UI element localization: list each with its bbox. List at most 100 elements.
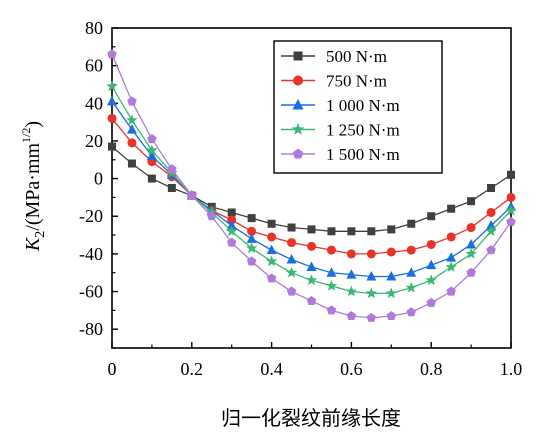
data-point (426, 259, 437, 270)
legend-label: 500 N·m (326, 47, 387, 66)
data-point (406, 245, 416, 255)
y-axis-title-main: K (22, 236, 44, 252)
data-point (507, 170, 515, 179)
data-point (227, 208, 236, 217)
data-point (446, 252, 457, 262)
x-tick-label: 1.0 (500, 359, 523, 379)
x-tick-label: 0.4 (260, 359, 283, 379)
data-point (187, 190, 197, 200)
data-point (405, 281, 417, 293)
data-point (146, 150, 157, 160)
y-tick-label: 0 (94, 169, 103, 189)
x-tick-label: 0 (108, 359, 117, 379)
series-layer (106, 49, 517, 322)
data-point (485, 225, 497, 237)
legend-item: 1 000 N·m (281, 96, 400, 115)
data-point (326, 267, 337, 277)
data-point (367, 227, 376, 236)
data-point (107, 113, 117, 123)
data-point (247, 226, 257, 236)
data-point (266, 244, 277, 255)
data-point (346, 311, 357, 321)
data-point (425, 274, 437, 286)
x-tick-label: 0.6 (340, 359, 363, 379)
legend-label: 1 250 N·m (326, 121, 400, 140)
data-point (506, 216, 516, 226)
y-tick-label: 20 (85, 131, 103, 151)
data-point (446, 232, 456, 242)
data-point (147, 134, 157, 144)
data-point (505, 204, 517, 216)
data-point (226, 220, 237, 230)
data-point (426, 297, 436, 307)
legend-label: 1 000 N·m (326, 96, 400, 115)
data-point (127, 96, 137, 106)
y-tick-label: 80 (85, 18, 103, 38)
data-point (265, 255, 278, 267)
data-point (246, 233, 257, 243)
data-point (127, 159, 136, 168)
data-point (167, 164, 177, 174)
data-point (506, 192, 516, 202)
x-tick-label: 0.2 (181, 359, 204, 379)
data-point (307, 225, 316, 234)
data-point (366, 312, 377, 322)
y-axis-title-sub: 2 (33, 231, 48, 238)
data-point (227, 215, 237, 225)
data-point (266, 273, 277, 283)
data-point (447, 204, 456, 213)
data-point (247, 214, 256, 223)
y-tick-label: -20 (79, 206, 103, 226)
data-point (307, 241, 316, 251)
data-point (445, 261, 457, 272)
data-point (486, 207, 496, 217)
legend-item: 750 N·m (281, 72, 387, 91)
data-point (287, 223, 296, 232)
data-point (406, 267, 417, 277)
data-point (146, 144, 158, 156)
data-point (427, 212, 436, 221)
y-tick-label: 40 (85, 93, 103, 113)
data-point (386, 270, 397, 281)
data-point (346, 249, 356, 259)
data-point (387, 225, 396, 234)
data-point (293, 51, 303, 61)
data-point (246, 256, 257, 266)
series (107, 49, 516, 322)
data-point (385, 287, 398, 299)
x-axis-title: 归一化裂纹前缘长度 (221, 407, 401, 430)
data-point (107, 49, 117, 59)
legend-item: 1 250 N·m (281, 121, 400, 140)
data-point (325, 279, 338, 291)
y-axis-title-rest: /(MPa·mm (22, 143, 44, 231)
data-point (386, 311, 397, 321)
data-point (286, 254, 297, 264)
data-point (326, 245, 336, 255)
data-point (466, 223, 476, 233)
data-point (287, 238, 297, 248)
data-point (267, 232, 277, 242)
data-point (327, 227, 336, 236)
y-axis-title-close: ) (22, 121, 44, 128)
data-point (291, 123, 305, 135)
data-point (245, 242, 258, 254)
data-point (466, 267, 476, 277)
data-point (306, 261, 317, 272)
axes: 0 0.2 0.4 0.6 0.8 1.0 -80 -60 -40 -20 0 20 40 60 80 (79, 18, 522, 379)
legend-label: 750 N·m (326, 72, 387, 91)
x-tick-label: 0.8 (420, 359, 443, 379)
y-axis-title: K2/(MPa·mm1/2) (19, 121, 48, 252)
legend-item: 500 N·m (281, 47, 387, 66)
data-point (326, 305, 337, 315)
data-point (127, 138, 137, 148)
data-point (487, 184, 496, 192)
y-tick-label: 60 (85, 56, 103, 76)
data-point (305, 274, 318, 286)
data-point (426, 239, 436, 249)
data-point (293, 75, 303, 86)
data-point (486, 220, 497, 230)
data-point (206, 211, 217, 221)
data-point (346, 269, 357, 279)
data-point (126, 114, 138, 126)
